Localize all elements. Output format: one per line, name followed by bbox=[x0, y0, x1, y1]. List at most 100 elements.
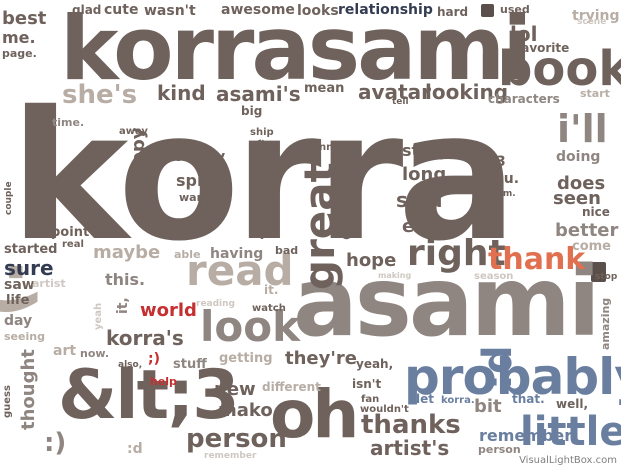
word-remember: remember bbox=[204, 451, 257, 461]
word-having: having bbox=[210, 246, 264, 262]
word-awesome: awesome bbox=[221, 2, 295, 18]
word-day: day bbox=[4, 313, 33, 329]
word-mean: mean bbox=[304, 81, 345, 96]
word-tell: tell bbox=[392, 97, 409, 107]
word-korra: korra bbox=[10, 73, 518, 280]
word-relationship: relationship bbox=[338, 2, 433, 18]
word-does: does bbox=[557, 173, 606, 194]
word-away: away bbox=[119, 126, 148, 137]
word-totally: totally bbox=[174, 149, 226, 165]
word-guess: guess bbox=[2, 385, 13, 418]
word-oh: oh bbox=[270, 376, 359, 453]
word-saw: saw bbox=[4, 277, 35, 293]
word-korrasami: korrasami bbox=[60, 0, 532, 100]
word-characters: characters bbox=[488, 92, 560, 106]
word-page: page. bbox=[2, 47, 37, 60]
word-ship: ship bbox=[250, 127, 274, 138]
decorative-dot bbox=[481, 4, 494, 17]
word-help: help bbox=[150, 375, 177, 388]
word-now: now. bbox=[80, 347, 110, 360]
word-said: said bbox=[396, 188, 443, 212]
word-big-d-face: :d bbox=[475, 345, 521, 390]
word-wanted: wanted bbox=[179, 191, 226, 204]
word-lol: lol bbox=[510, 22, 538, 46]
word-korras: korra's bbox=[106, 326, 184, 350]
word-able: able bbox=[174, 248, 201, 261]
word-long: long bbox=[402, 164, 447, 185]
word-life: life bbox=[6, 293, 30, 308]
word-xd: xd bbox=[436, 225, 453, 239]
word-great: great bbox=[295, 162, 344, 290]
word-seeing: seeing bbox=[4, 330, 45, 343]
word-it-dot: it. bbox=[264, 283, 279, 297]
word-stuff: stuff bbox=[173, 357, 207, 372]
word-lt3: &lt;3 bbox=[58, 356, 240, 435]
word-this: this. bbox=[105, 270, 146, 289]
word-mako: mako bbox=[218, 400, 273, 421]
word-also: also, bbox=[118, 360, 143, 370]
word-isnt: isn't bbox=[352, 377, 382, 391]
word-looking: looking bbox=[425, 80, 509, 104]
word-couple: couple bbox=[4, 181, 14, 215]
word-doing: doing bbox=[556, 149, 601, 165]
word-trying: trying bbox=[572, 8, 620, 24]
word-look: look bbox=[200, 302, 301, 351]
word-come: come bbox=[572, 239, 611, 254]
word-you: you. bbox=[485, 171, 520, 187]
word-hard: hard bbox=[437, 5, 469, 19]
word-maybe: maybe bbox=[93, 242, 161, 263]
word-kind: kind bbox=[157, 81, 206, 105]
word-stop: stop bbox=[595, 272, 618, 282]
word-colon-p: :p bbox=[254, 224, 270, 240]
word-writing: :d bbox=[127, 441, 143, 457]
word-theyre: they're bbox=[285, 348, 357, 369]
word-me: me. bbox=[2, 28, 36, 47]
word-better: better bbox=[555, 220, 619, 241]
word-season: season bbox=[474, 271, 514, 282]
word-bit: bit bbox=[474, 396, 502, 417]
word-thought: thought bbox=[18, 349, 39, 430]
word-cute: cute bbox=[104, 2, 139, 18]
word-idea: remember bbox=[479, 426, 573, 445]
word-used: used bbox=[500, 3, 530, 16]
word-makes: :) bbox=[44, 428, 67, 458]
word-well: well, bbox=[556, 397, 589, 411]
word-read: read bbox=[186, 246, 294, 295]
word-big: big bbox=[241, 104, 263, 118]
word-person: person bbox=[478, 443, 521, 456]
word-end: end bbox=[402, 216, 440, 237]
word-art: art bbox=[53, 343, 77, 359]
word-book: book bbox=[498, 41, 621, 97]
word-artist: artist bbox=[32, 277, 66, 290]
word-ill: i'll bbox=[557, 107, 608, 151]
word-getting: getting bbox=[219, 351, 273, 366]
word-wasnt: wasn't bbox=[144, 3, 196, 19]
word-definitely: definitely bbox=[336, 154, 355, 240]
word-believe: believe bbox=[253, 138, 267, 188]
word-right: right bbox=[407, 233, 506, 274]
word-start: start bbox=[580, 87, 610, 100]
word-amazing: amazing bbox=[599, 297, 612, 350]
word-story: story bbox=[402, 141, 449, 160]
decorative-dot bbox=[591, 262, 606, 282]
word-gonna: gonna bbox=[305, 142, 341, 153]
word-favorite: favorite bbox=[516, 41, 570, 55]
word-theres: artist's bbox=[370, 436, 450, 460]
word-thank: thank bbox=[488, 242, 586, 277]
word-asamis: asami's bbox=[216, 82, 301, 106]
word-avatar: avatar bbox=[358, 80, 431, 104]
word-world: world bbox=[140, 300, 197, 321]
word-thanks: person bbox=[186, 424, 287, 454]
word-3: 3 bbox=[496, 154, 506, 170]
word-real: real bbox=[62, 239, 84, 250]
word-nice: nice bbox=[582, 205, 610, 219]
word-different: different bbox=[262, 380, 321, 394]
word-korra-dot: korra. bbox=[441, 395, 475, 406]
word-started: started bbox=[4, 242, 58, 257]
word-seen: seen bbox=[553, 188, 601, 209]
word-new: new bbox=[214, 379, 256, 400]
word-yeah: yeah bbox=[93, 302, 104, 330]
word-post: thanks bbox=[361, 410, 461, 440]
word-little: little bbox=[520, 409, 621, 455]
